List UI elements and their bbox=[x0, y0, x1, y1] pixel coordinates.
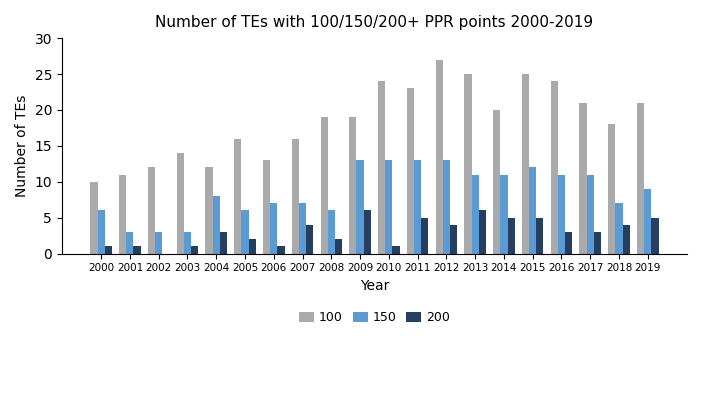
Bar bbox=[133, 246, 140, 253]
Bar bbox=[529, 167, 536, 253]
Bar bbox=[98, 210, 105, 253]
Bar bbox=[378, 81, 385, 253]
Bar bbox=[579, 103, 587, 253]
Bar bbox=[436, 60, 443, 253]
Bar bbox=[177, 153, 184, 253]
Bar bbox=[364, 210, 371, 253]
Bar bbox=[522, 74, 529, 253]
Bar bbox=[277, 246, 284, 253]
Bar bbox=[249, 239, 256, 253]
Bar bbox=[421, 218, 428, 253]
Bar bbox=[651, 218, 658, 253]
Bar bbox=[414, 160, 421, 253]
Bar bbox=[637, 103, 644, 253]
Bar bbox=[306, 225, 313, 253]
Bar bbox=[464, 74, 472, 253]
Bar bbox=[321, 117, 328, 253]
Bar bbox=[299, 203, 306, 253]
X-axis label: Year: Year bbox=[359, 279, 389, 293]
Bar bbox=[407, 88, 414, 253]
Bar bbox=[443, 160, 450, 253]
Bar bbox=[119, 175, 126, 253]
Bar bbox=[350, 117, 357, 253]
Bar bbox=[501, 175, 508, 253]
Bar bbox=[292, 139, 299, 253]
Bar bbox=[472, 175, 479, 253]
Bar bbox=[550, 81, 558, 253]
Bar bbox=[479, 210, 486, 253]
Legend: 100, 150, 200: 100, 150, 200 bbox=[293, 306, 456, 329]
Bar bbox=[508, 218, 515, 253]
Bar bbox=[126, 232, 133, 253]
Title: Number of TEs with 100/150/200+ PPR points 2000-2019: Number of TEs with 100/150/200+ PPR poin… bbox=[155, 15, 593, 30]
Bar bbox=[450, 225, 457, 253]
Bar bbox=[220, 232, 227, 253]
Bar bbox=[616, 203, 623, 253]
Bar bbox=[623, 225, 630, 253]
Bar bbox=[148, 167, 155, 253]
Bar bbox=[357, 160, 364, 253]
Bar bbox=[493, 110, 501, 253]
Bar bbox=[385, 160, 392, 253]
Bar bbox=[644, 189, 651, 253]
Y-axis label: Number of TEs: Number of TEs bbox=[15, 94, 29, 197]
Bar bbox=[270, 203, 277, 253]
Bar bbox=[392, 246, 399, 253]
Bar bbox=[594, 232, 601, 253]
Bar bbox=[536, 218, 543, 253]
Bar bbox=[587, 175, 594, 253]
Bar bbox=[608, 124, 616, 253]
Bar bbox=[263, 160, 270, 253]
Bar bbox=[558, 175, 565, 253]
Bar bbox=[565, 232, 572, 253]
Bar bbox=[191, 246, 198, 253]
Bar bbox=[155, 232, 162, 253]
Bar bbox=[184, 232, 191, 253]
Bar bbox=[335, 239, 342, 253]
Bar bbox=[328, 210, 335, 253]
Bar bbox=[241, 210, 249, 253]
Bar bbox=[91, 182, 98, 253]
Bar bbox=[206, 167, 213, 253]
Bar bbox=[213, 196, 220, 253]
Bar bbox=[234, 139, 241, 253]
Bar bbox=[105, 246, 112, 253]
